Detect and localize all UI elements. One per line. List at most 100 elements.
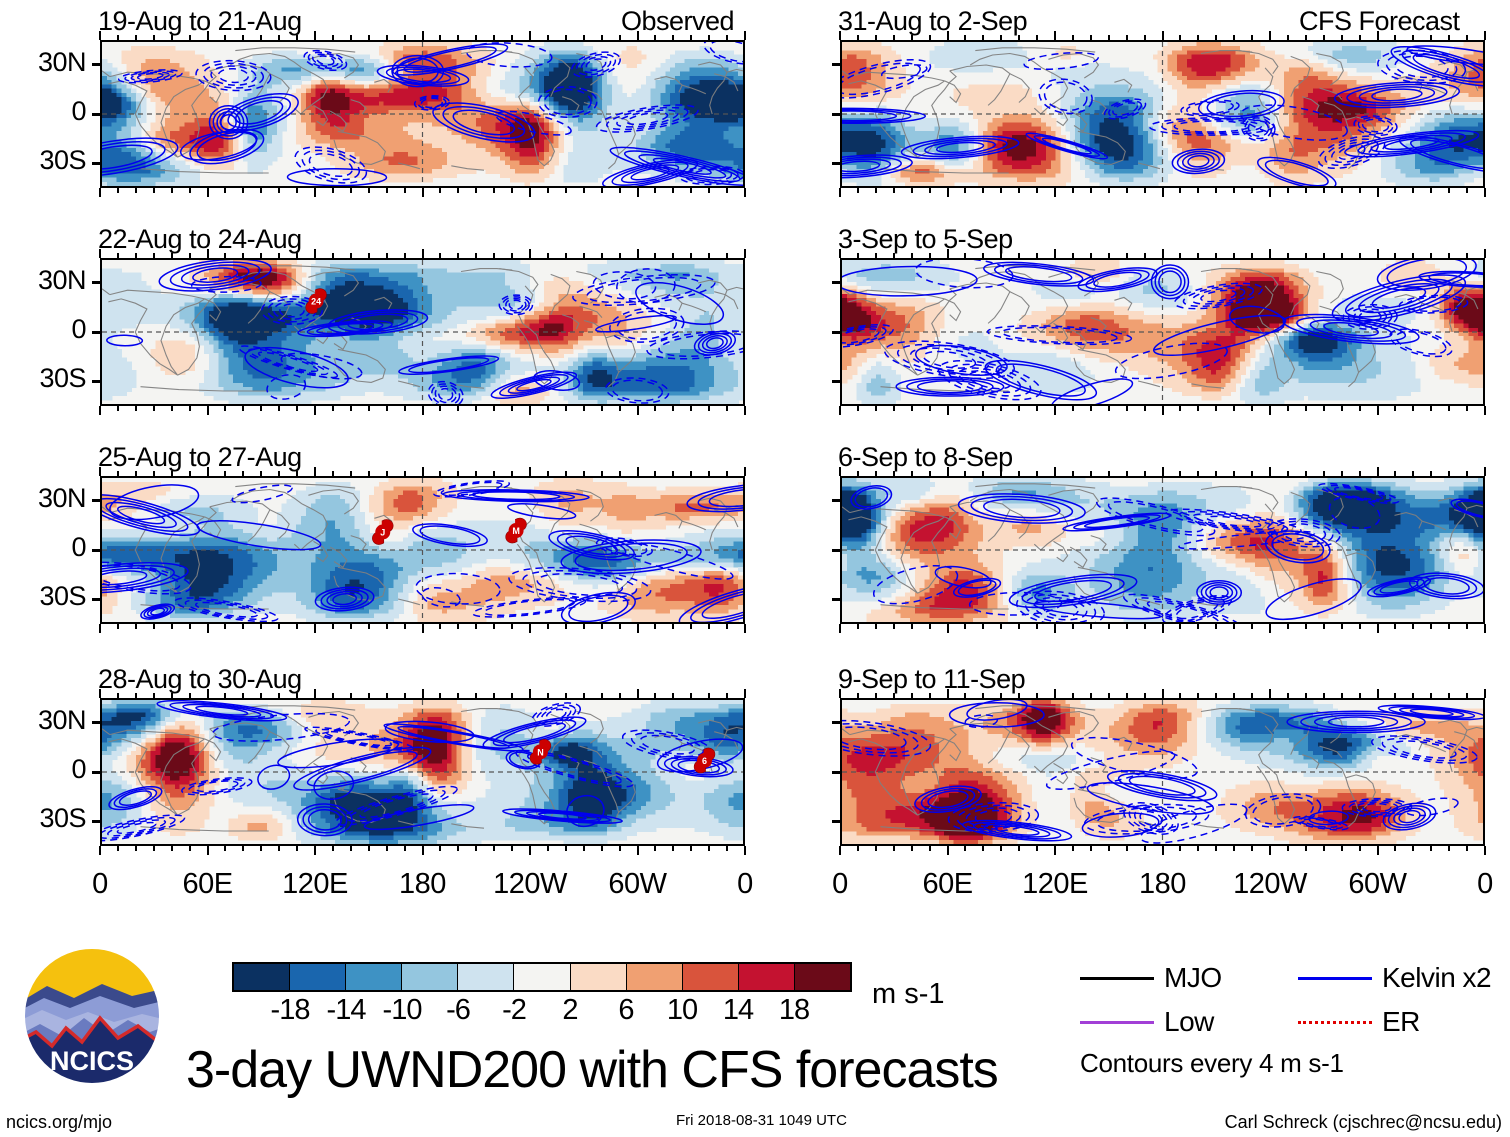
x-tick-mark [1448, 471, 1451, 476]
x-tick-mark [493, 471, 496, 476]
storm-marker[interactable]: 24 [305, 288, 327, 314]
x-tick-mark [206, 624, 209, 633]
x-tick-mark [278, 624, 281, 629]
x-tick-mark [511, 188, 514, 193]
x-tick-mark [636, 689, 639, 698]
x-tick-mark [1054, 406, 1056, 415]
x-axis-label-0: 0 [40, 868, 160, 901]
x-tick-mark [439, 188, 442, 193]
x-tick-mark [564, 624, 567, 629]
x-tick-mark [529, 689, 531, 698]
x-tick-mark [874, 846, 877, 851]
kelvin-wave-contours [842, 45, 1483, 186]
map-canvas-1 [102, 42, 743, 186]
x-tick-mark [874, 471, 877, 476]
shaded-anomaly-field [842, 260, 1483, 404]
colorbar-swatches [232, 962, 852, 992]
x-tick-mark [1340, 471, 1343, 476]
storm-marker[interactable]: J [372, 519, 394, 545]
x-tick-mark [170, 406, 173, 411]
x-tick-mark [982, 253, 985, 258]
x-tick-mark [1269, 188, 1271, 197]
x-tick-mark [1484, 31, 1486, 40]
colorbar-tick-label: -14 [327, 994, 367, 1027]
x-tick-mark [403, 406, 406, 411]
colorbar-swatch [570, 964, 627, 990]
storm-marker[interactable]: M [505, 517, 527, 544]
x-tick-mark [874, 693, 877, 698]
y-tick-mark [92, 721, 101, 725]
x-tick-mark [726, 471, 729, 476]
x-tick-mark [892, 624, 895, 629]
x-tick-mark [457, 188, 460, 193]
x-tick-mark [1251, 188, 1254, 193]
x-tick-mark [1412, 693, 1415, 698]
colorbar-tick-label: -10 [383, 994, 423, 1027]
x-tick-mark [260, 35, 263, 40]
x-tick-mark [134, 624, 137, 629]
x-tick-mark [910, 624, 913, 629]
x-tick-mark [1089, 471, 1092, 476]
storm-marker[interactable]: N [529, 739, 552, 765]
x-tick-mark [1071, 253, 1074, 258]
x-tick-mark [188, 624, 191, 629]
x-tick-mark [600, 471, 603, 476]
x-tick-mark [134, 35, 137, 40]
y-axis-label-30s: 30S [2, 581, 86, 612]
x-tick-mark [582, 406, 585, 411]
y-tick-mark [92, 112, 101, 116]
map-panel-5[interactable] [840, 40, 1485, 188]
y-tick-mark [92, 819, 101, 823]
map-canvas-2: 24 [102, 260, 743, 404]
x-tick-mark [1394, 253, 1397, 258]
colorbar-tick-label: 18 [779, 994, 810, 1027]
footer-site-link[interactable]: ncics.org/mjo [6, 1112, 112, 1133]
x-tick-mark [188, 35, 191, 40]
x-tick-mark [856, 846, 859, 851]
x-tick-mark [457, 406, 460, 411]
x-tick-mark [1394, 624, 1397, 629]
x-tick-mark [1269, 467, 1271, 476]
x-tick-mark [618, 471, 621, 476]
x-tick-mark [1286, 253, 1289, 258]
map-panel-2[interactable]: 24 [100, 258, 745, 406]
x-tick-mark [206, 689, 209, 698]
x-tick-mark [618, 253, 621, 258]
x-tick-mark [1412, 406, 1415, 411]
x-tick-mark [99, 624, 101, 633]
x-tick-mark [1484, 249, 1486, 258]
x-tick-mark [1233, 188, 1236, 193]
x-tick-mark [260, 693, 263, 698]
x-tick-mark [242, 846, 245, 851]
x-tick-mark [1089, 253, 1092, 258]
map-panel-6[interactable] [840, 258, 1485, 406]
x-tick-mark [654, 406, 657, 411]
x-tick-mark [726, 624, 729, 629]
x-tick-mark [99, 846, 101, 855]
x-tick-mark [134, 693, 137, 698]
x-tick-mark [1430, 188, 1433, 193]
x-tick-mark [1161, 624, 1164, 633]
x-tick-mark [856, 624, 859, 629]
x-tick-mark [618, 35, 621, 40]
y-axis-label-30s: 30S [2, 363, 86, 394]
x-tick-mark [672, 846, 675, 851]
map-panel-1[interactable] [100, 40, 745, 188]
x-tick-mark [260, 624, 263, 629]
x-tick-mark [1484, 467, 1486, 476]
x-tick-mark [278, 406, 281, 411]
y-tick-mark [832, 161, 841, 165]
kelvin-wave-contours [102, 480, 743, 622]
colorbar-tick-label: 6 [618, 994, 634, 1027]
x-tick-mark [1161, 406, 1164, 415]
page-title: 3-day UWND200 with CFS forecasts [186, 1040, 999, 1100]
x-tick-mark [1466, 35, 1469, 40]
x-tick-mark [892, 35, 895, 40]
storm-marker[interactable]: 6 [693, 747, 716, 774]
x-tick-mark [910, 188, 913, 193]
map-panel-7[interactable] [840, 476, 1485, 624]
map-panel-8[interactable] [840, 698, 1485, 846]
x-tick-mark [856, 188, 859, 193]
